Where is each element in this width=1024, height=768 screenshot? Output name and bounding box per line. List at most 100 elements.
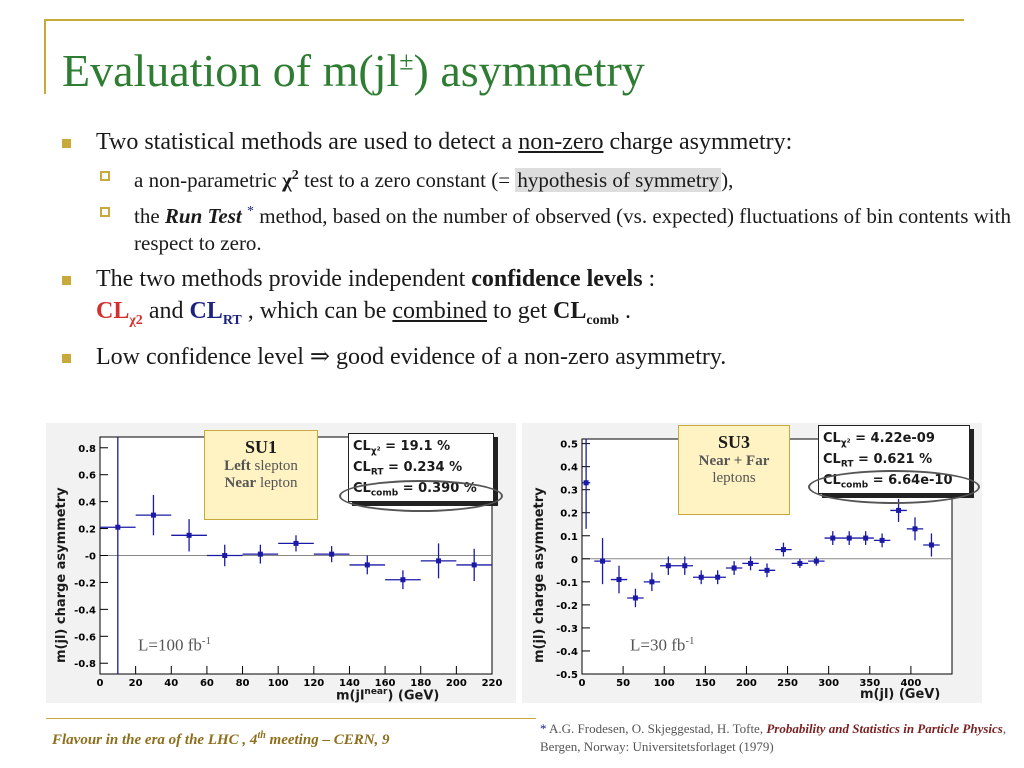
- luminosity-label: L=30 fb-1: [630, 635, 695, 655]
- data-marker: [682, 563, 688, 569]
- data-marker: [879, 537, 885, 543]
- data-marker: [329, 551, 335, 557]
- data-marker: [257, 551, 263, 557]
- scenario-box-su1: SU1 Left slepton Near lepton: [204, 430, 318, 520]
- title-frame-left: [44, 19, 46, 94]
- data-point: [242, 544, 279, 564]
- y-tick-label: -0.8: [74, 659, 96, 670]
- data-point: [610, 565, 628, 594]
- data-point: [420, 543, 457, 579]
- y-tick-label: 0.4: [78, 498, 96, 509]
- data-point: [906, 517, 924, 541]
- data-marker: [748, 560, 754, 566]
- data-marker: [764, 567, 770, 573]
- x-tick-label: 50: [616, 678, 630, 689]
- highlight-ellipse: [339, 480, 503, 512]
- data-marker: [115, 524, 121, 530]
- bullet-hollow-square-icon: [100, 171, 110, 181]
- data-point: [808, 556, 825, 566]
- data-marker: [863, 535, 869, 541]
- cl-chi2-row: CLχ² = 19.1 %: [353, 439, 451, 457]
- data-marker: [186, 532, 192, 538]
- y-tick-label: 0.5: [560, 440, 578, 451]
- data-point: [676, 556, 693, 575]
- plot-panel-su1: 0.8 0.6 0.4 0.2 -0 -0.2 -0.4 -0.6 -0.8 0 20 40 60 80 1…: [46, 423, 516, 703]
- data-point: [709, 570, 726, 585]
- data-marker: [632, 595, 638, 601]
- subbullet-run-test: the Run Test * method, based on the numb…: [62, 198, 1017, 257]
- data-point: [660, 556, 677, 575]
- data-marker: [928, 542, 934, 548]
- x-tick-label: 150: [695, 678, 716, 689]
- data-point: [725, 561, 743, 575]
- data-point: [100, 437, 136, 674]
- data-point: [758, 563, 776, 578]
- y-tick-label: -0.3: [556, 624, 578, 635]
- scenario-box-su3: SU3 Near + Far leptons: [678, 425, 790, 515]
- bullet-square-icon: [62, 139, 71, 148]
- data-point: [456, 548, 492, 582]
- data-marker: [731, 565, 737, 571]
- data-marker: [813, 558, 819, 564]
- x-tick-label: 60: [200, 678, 214, 689]
- data-point: [643, 572, 661, 592]
- x-tick-label: 350: [859, 678, 880, 689]
- x-tick-label: 100: [654, 678, 675, 689]
- data-marker: [912, 526, 918, 532]
- data-point: [791, 558, 809, 569]
- x-tick-label: 200: [736, 678, 757, 689]
- data-point: [206, 544, 243, 567]
- data-point: [824, 531, 841, 545]
- data-marker: [364, 562, 370, 568]
- cl-chi2-row: CLχ² = 4.22e-09: [823, 431, 935, 449]
- y-tick-label: 0.2: [560, 509, 578, 520]
- data-marker: [896, 507, 902, 513]
- y-tick-label: 0.4: [560, 463, 578, 474]
- bullet-square-icon: [62, 353, 71, 363]
- y-tick-label: -0.2: [74, 578, 96, 589]
- data-point: [627, 588, 644, 608]
- highlight-ellipse: [808, 470, 980, 504]
- y-tick-label: -0.1: [556, 578, 578, 589]
- data-point: [775, 542, 792, 557]
- data-marker: [715, 574, 721, 580]
- data-marker: [150, 512, 156, 518]
- y-tick-label: 0: [571, 555, 578, 566]
- data-point: [385, 570, 421, 590]
- data-point: [278, 535, 314, 552]
- x-tick-label: 80: [236, 678, 250, 689]
- x-axis-label: m(jl) (GeV): [860, 687, 941, 702]
- data-marker: [222, 553, 228, 558]
- x-tick-label: 400: [900, 678, 921, 689]
- cl-rt-row: CLRT = 0.621 %: [823, 452, 933, 470]
- bullet-low-confidence: Low confidence level ⇒ good evidence of …: [62, 341, 1017, 373]
- data-marker: [797, 560, 803, 566]
- x-tick-label: 180: [410, 678, 431, 689]
- y-tick-label: 0.2: [78, 525, 96, 536]
- subbullet-chi2: a non-parametric χ2 test to a zero const…: [62, 162, 1017, 194]
- x-tick-label: 100: [268, 678, 289, 689]
- data-point: [923, 533, 940, 557]
- y-axis-label: m(jl) charge asymmetry: [532, 487, 547, 663]
- title-frame-top: [44, 19, 964, 21]
- implies-arrow-icon: ⇒: [309, 343, 331, 370]
- data-point: [594, 538, 611, 585]
- data-point: [857, 531, 874, 545]
- x-tick-label: 40: [164, 678, 178, 689]
- data-point: [742, 556, 759, 571]
- data-marker: [436, 558, 442, 564]
- x-tick-label: 160: [375, 678, 396, 689]
- y-tick-label: -0.4: [556, 647, 578, 658]
- x-tick-label: 0: [97, 678, 104, 689]
- bullet-confidence-levels: The two methods provide independent conf…: [62, 263, 1017, 337]
- data-marker: [616, 577, 622, 583]
- data-marker: [846, 535, 852, 541]
- footer-divider: [46, 718, 536, 719]
- data-marker: [600, 558, 606, 564]
- footnote-reference: * A.G. Frodesen, O. Skjeggestad, H. Toft…: [540, 721, 1007, 754]
- y-tick-label: -0.2: [556, 601, 578, 612]
- x-tick-label: 200: [446, 678, 467, 689]
- y-tick-label: 0.6: [78, 471, 96, 482]
- x-tick-label: 220: [482, 678, 503, 689]
- x-tick-label: 0: [579, 678, 586, 689]
